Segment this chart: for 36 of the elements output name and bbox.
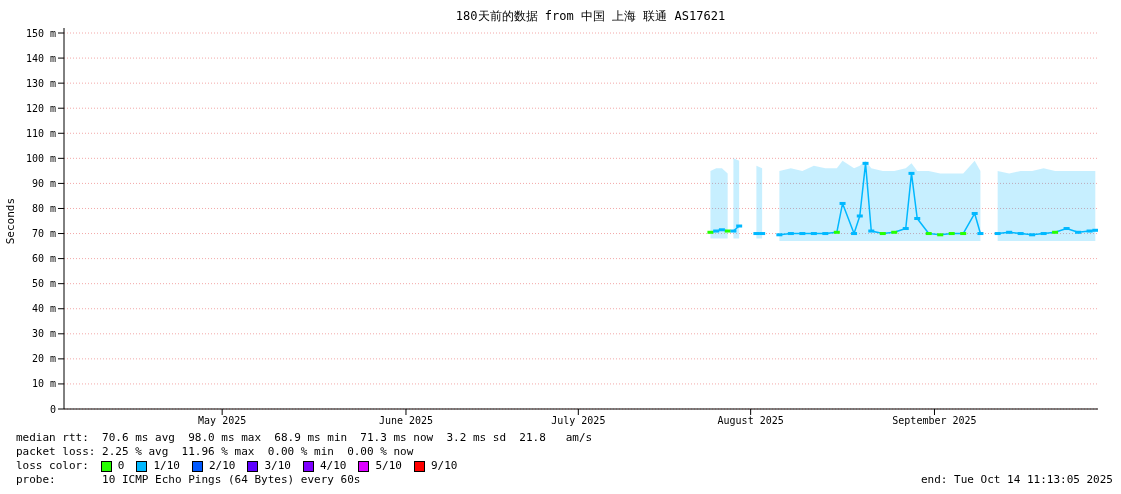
y-tick-label: 90 m: [31, 177, 56, 189]
y-axis-title: Seconds: [4, 198, 17, 245]
y-tick-label: 0: [49, 403, 56, 415]
legend-label: 5/10: [375, 459, 402, 473]
y-tick-label: 120 m: [25, 102, 56, 114]
y-tick-label: 10 m: [31, 378, 56, 390]
text: packet loss: 2.25 % avg 11.96 % max 0.00 % min 0.00 % now: [16, 445, 415, 459]
y-tick-label: 60 m: [31, 253, 56, 265]
legend-label: 0: [117, 459, 125, 473]
y-tick-label: 70 m: [31, 228, 56, 240]
legend-label: 3/10: [264, 459, 291, 473]
y-tick-label: 140 m: [25, 52, 56, 64]
y-tick-label: 110 m: [25, 127, 56, 139]
point: [1092, 228, 1098, 232]
x-tick-label: September 2025: [892, 415, 977, 427]
y-tick-label: 30 m: [31, 328, 56, 340]
x-tick-label: July 2025: [551, 415, 606, 427]
x-tick-label: May 2025: [198, 415, 247, 427]
legend-label: 2/10: [208, 459, 236, 473]
y-tick-label: 50 m: [31, 278, 56, 290]
chart-title: 180天前的数据 from 中国 上海 联通 AS17621: [454, 8, 727, 25]
x-tick-label: August 2025: [717, 415, 784, 427]
y-tick-label: 100 m: [25, 152, 56, 164]
text: median rtt: 70.6 ms avg 98.0 ms max 68.9 ms min 71.3 ms now 3.2 ms sd 21.8 am/s: [16, 431, 594, 445]
legend-label: 4/10: [319, 459, 347, 473]
text: end: Tue Oct 14 11:13:05 2025: [920, 473, 1113, 487]
x-tick-label: June 2025: [378, 415, 434, 427]
y-tick-label: 130 m: [25, 77, 56, 89]
y-tick-label: 150 m: [25, 27, 56, 39]
legend-title: loss color:: [16, 459, 89, 473]
y-tick-label: 20 m: [31, 353, 56, 365]
legend-label: 1/10: [153, 459, 180, 473]
y-tick-label: 80 m: [31, 203, 56, 215]
legend-label: 9/10: [430, 459, 458, 473]
y-tick-label: 40 m: [31, 303, 56, 315]
text: probe: 10 ICMP Echo Pings (64 Bytes) every 60s: [16, 473, 361, 487]
